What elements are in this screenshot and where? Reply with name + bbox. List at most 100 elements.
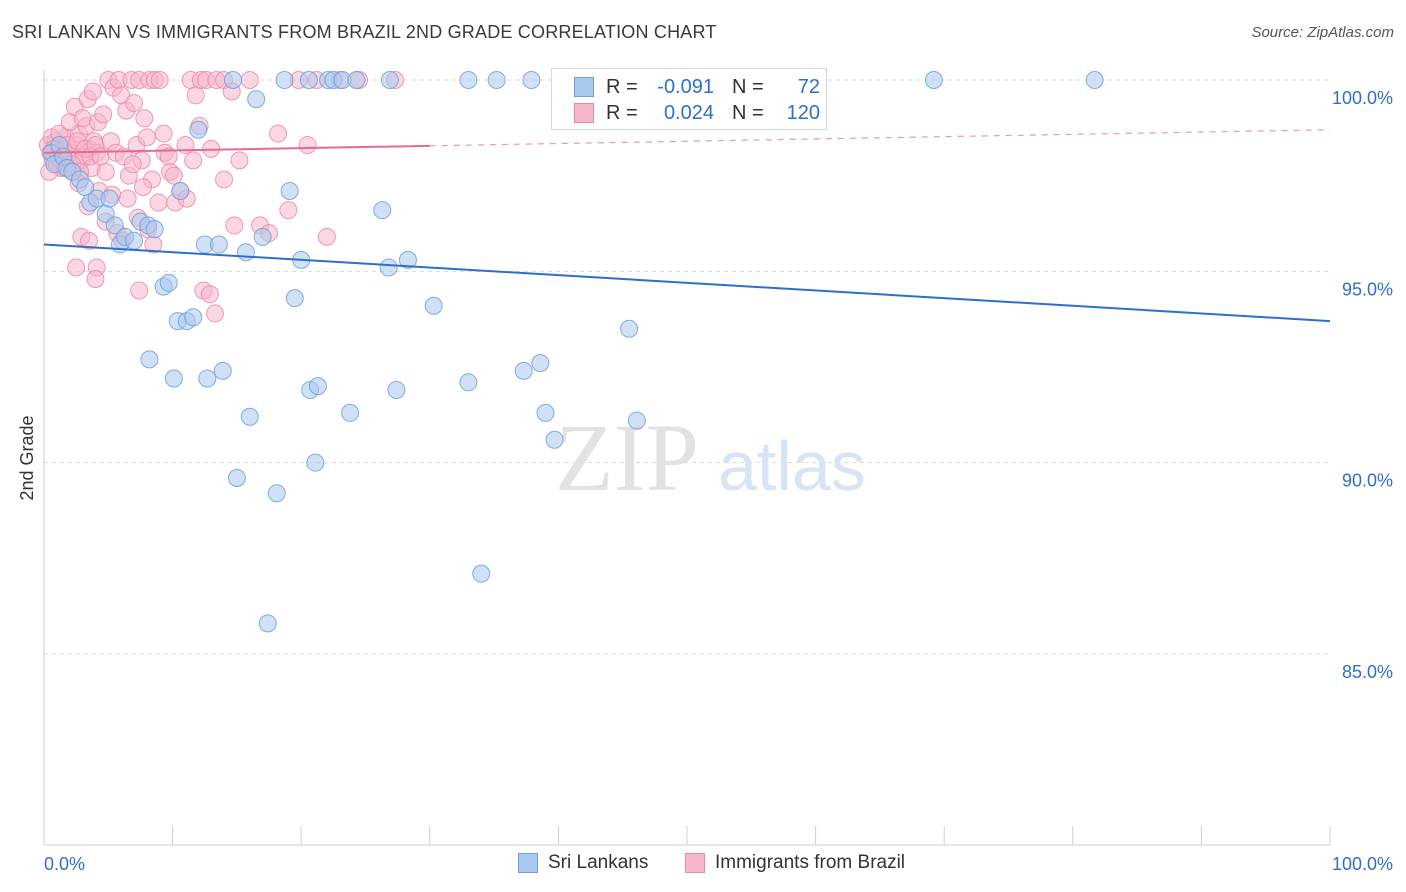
watermark-zip: ZIP: [555, 404, 699, 511]
brazil-point: [150, 71, 169, 89]
legend-row-brazil: R = 0.024 N = 120: [574, 100, 820, 126]
legend-item-sri-lankans[interactable]: Sri Lankans: [518, 852, 648, 874]
brazil-point: [186, 86, 205, 105]
sri-lankan-point: [189, 120, 208, 139]
sri-lankan-point: [514, 361, 533, 380]
sri-lankan-point: [125, 231, 144, 250]
y-tick-label: 95.0%: [1342, 279, 1393, 299]
sri-lankan-point: [105, 216, 124, 235]
sri-lankan-point: [347, 71, 366, 89]
legend-n-value: 120: [786, 101, 820, 124]
sri-lankan-point: [398, 250, 417, 269]
brazil-point: [298, 136, 317, 155]
legend-swatch-blue: [574, 77, 594, 97]
sri-lankan-point: [306, 453, 325, 472]
brazil-trend-extension: [429, 129, 1331, 147]
sri-lankan-point: [924, 71, 943, 89]
sri-lankan-point: [531, 354, 550, 373]
brazil-point: [91, 147, 110, 166]
sri-lankan-point: [184, 308, 203, 327]
brazil-point: [240, 71, 259, 89]
sri-lankan-point: [164, 369, 183, 388]
axis-labels: 2nd Grade 100.0% 95.0% 90.0% 85.0% 0.0% 100.0…: [17, 88, 1393, 874]
sri-lankan-point: [387, 380, 406, 399]
legend-row-sri-lankans: R = -0.091 N = 72: [574, 74, 820, 100]
sri-lankan-point: [159, 273, 178, 292]
legend-n-label: N =: [732, 75, 764, 98]
sri-lankan-point: [459, 373, 478, 392]
brazil-point: [137, 128, 156, 147]
brazil-point: [269, 124, 288, 143]
sri-lankan-point: [536, 403, 555, 422]
y-tick-label: 85.0%: [1342, 662, 1393, 682]
sri-lankan-point: [213, 361, 232, 380]
x-tick-label: 100.0%: [1332, 854, 1393, 874]
brazil-point: [215, 170, 234, 189]
brazil-point: [200, 285, 219, 304]
correlation-legend: R = -0.091 N = 72 R = 0.024 N = 120: [551, 68, 827, 130]
sri-lankan-point: [1085, 71, 1104, 89]
sri-lankan-trend-line: [43, 243, 1331, 323]
brazil-point: [317, 227, 336, 246]
brazil-point: [86, 269, 105, 288]
sri-lankan-point: [373, 201, 392, 220]
brazil-point: [149, 193, 168, 212]
sri-lankan-point: [100, 189, 119, 208]
legend-r-value: 0.024: [663, 101, 714, 124]
brazil-trend-line: [43, 144, 430, 154]
legend-r-label: R =: [606, 101, 638, 124]
legend-item-brazil[interactable]: Immigrants from Brazil: [685, 852, 905, 874]
sri-lankan-point: [275, 71, 294, 89]
sri-lankan-point: [459, 71, 478, 89]
sri-lankan-point: [472, 564, 491, 583]
legend-r-label: R =: [606, 75, 638, 98]
x-tick-label: 0.0%: [44, 854, 85, 874]
sri-lankan-point: [227, 468, 246, 487]
sri-lankan-point: [209, 235, 228, 254]
sri-lankan-point: [224, 71, 243, 89]
legend-label-sri-lankans: Sri Lankans: [548, 852, 649, 873]
legend-swatch-pink: [574, 103, 594, 123]
legend-n-value: 72: [797, 75, 820, 98]
sri-lankan-point: [341, 403, 360, 422]
sri-lankan-point: [424, 296, 443, 315]
sri-lankan-point: [487, 71, 506, 89]
trend-lines: [43, 129, 1331, 323]
brazil-point: [230, 151, 249, 170]
brazil-point: [225, 216, 244, 235]
series-legend: Sri Lankans Immigrants from Brazil: [0, 852, 1406, 878]
watermark-atlas: atlas: [718, 427, 866, 505]
source-credit: Source: ZipAtlas.com: [1251, 24, 1394, 41]
brazil-point: [134, 178, 153, 197]
sri-lankan-point: [280, 181, 299, 200]
brazil-point: [135, 109, 154, 128]
brazil-point: [67, 258, 86, 277]
sri-lankan-point: [236, 243, 255, 262]
sri-lankan-point: [285, 289, 304, 308]
legend-label-brazil: Immigrants from Brazil: [715, 852, 906, 873]
watermark: ZIP atlas: [555, 404, 866, 511]
sri-lankan-point: [140, 350, 159, 369]
legend-swatch-blue: [518, 853, 538, 873]
sri-lankan-point: [545, 430, 564, 449]
sri-lankan-point: [522, 71, 541, 89]
data-points: [38, 71, 1104, 633]
brazil-point: [94, 105, 113, 124]
brazil-point: [80, 231, 99, 250]
sri-lankan-point: [627, 411, 646, 430]
brazil-point: [154, 124, 173, 143]
sri-lankan-point: [267, 484, 286, 503]
legend-n-label: N =: [732, 101, 764, 124]
sri-lankan-point: [240, 407, 259, 426]
sri-lankan-point: [299, 71, 318, 89]
legend-swatch-pink: [685, 853, 705, 873]
brazil-point: [206, 304, 225, 323]
legend-r-value: -0.091: [657, 75, 714, 98]
chart-title: SRI LANKAN VS IMMIGRANTS FROM BRAZIL 2ND…: [12, 22, 717, 42]
sri-lankan-point: [247, 90, 266, 109]
brazil-point: [123, 155, 142, 174]
sri-lankan-point: [198, 369, 217, 388]
sri-lankan-point: [380, 71, 399, 89]
sri-lankan-point: [258, 614, 277, 633]
